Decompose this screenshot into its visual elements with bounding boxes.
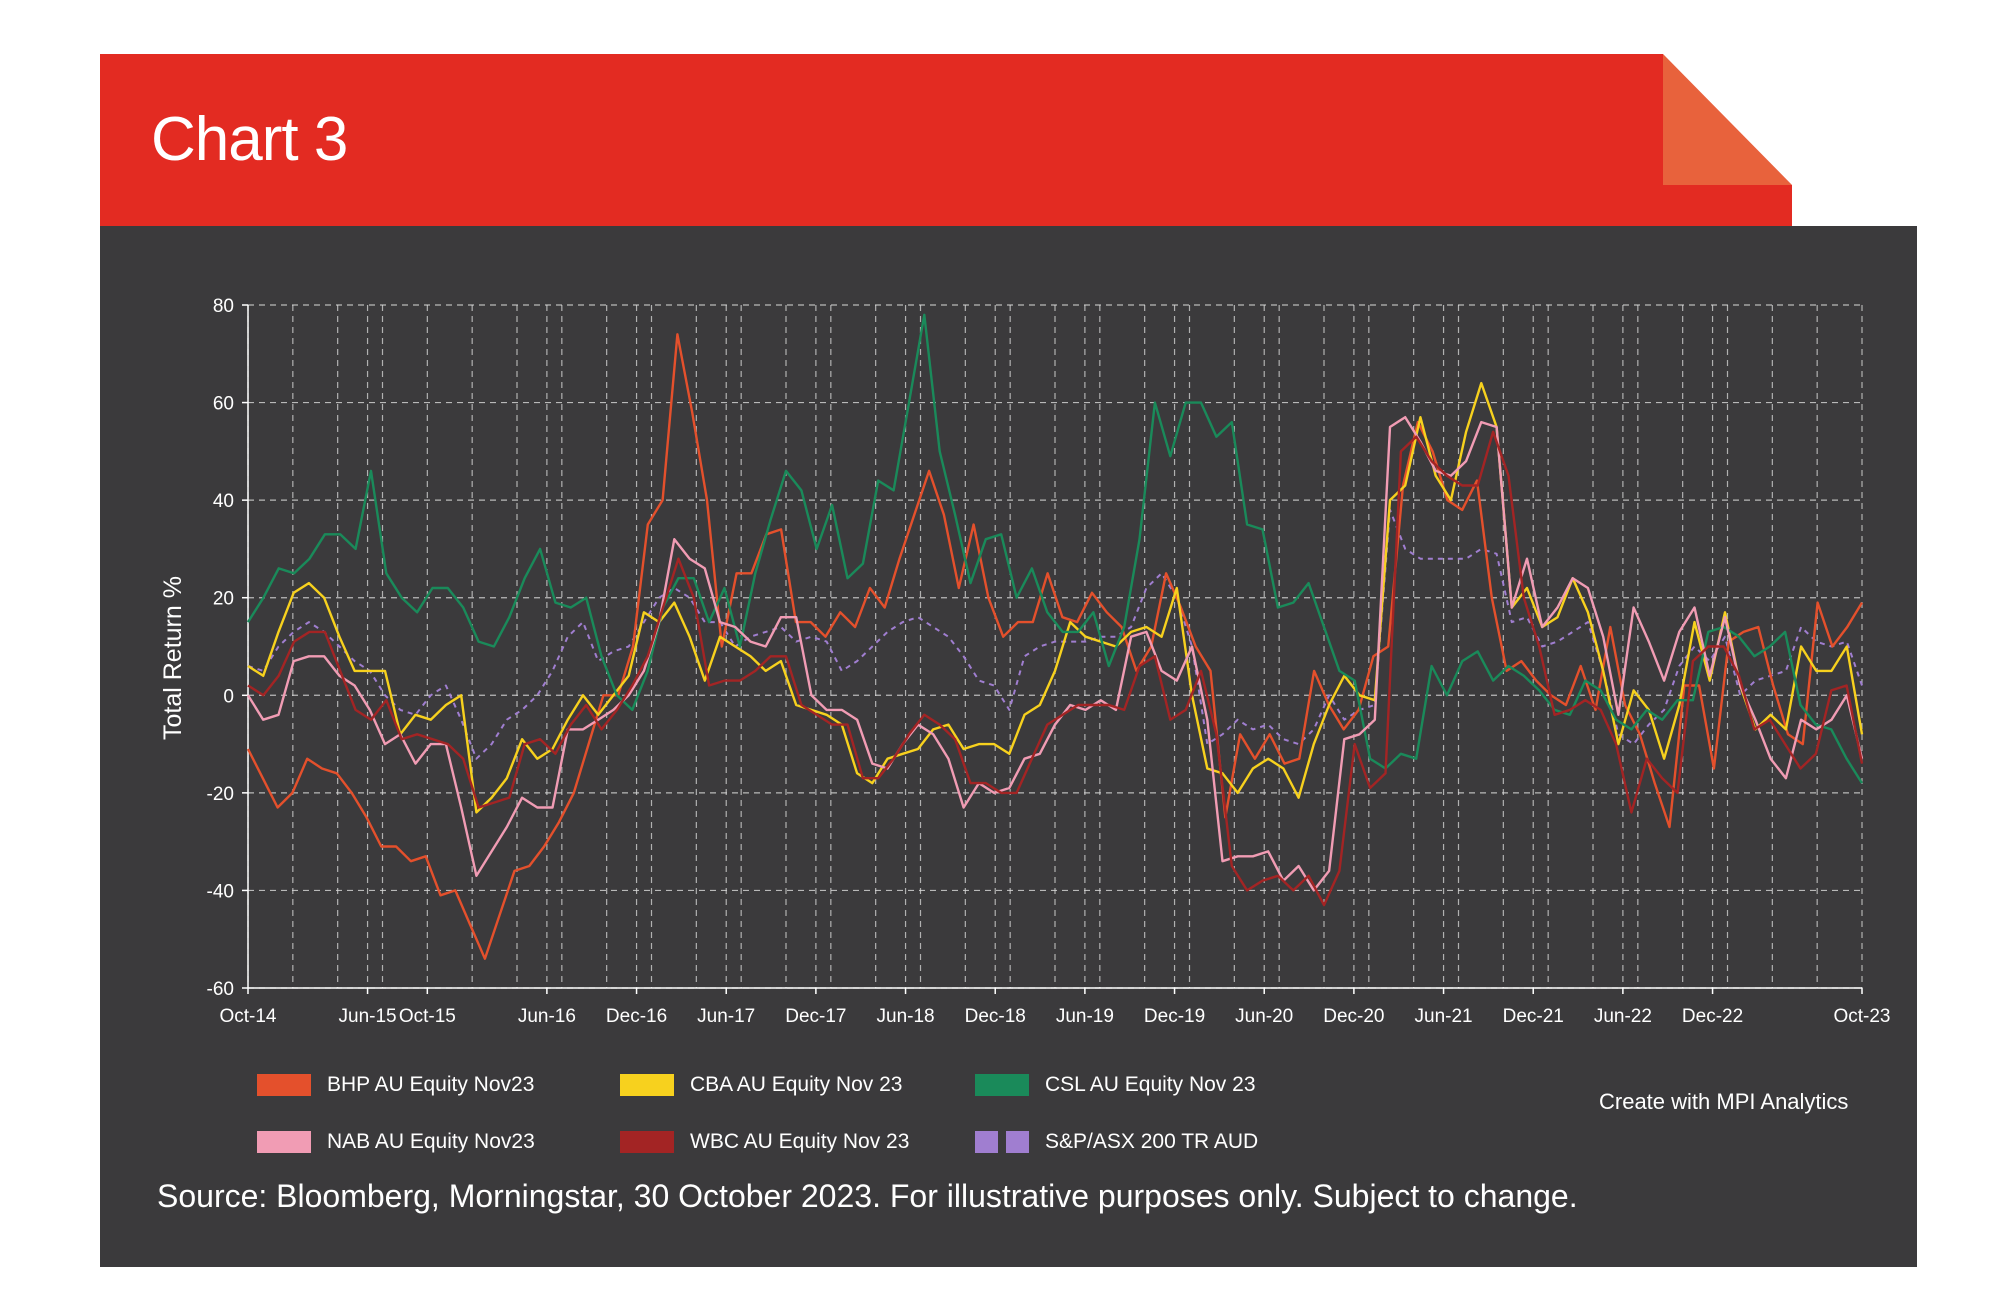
y-tick-label: 40 <box>213 491 234 512</box>
x-tick-label: Jun-19 <box>1056 1006 1114 1027</box>
x-tick-label: Jun-22 <box>1594 1006 1652 1027</box>
x-tick-label: Jun-21 <box>1415 1006 1473 1027</box>
legend-swatch <box>975 1074 1029 1096</box>
x-tick-label: Jun-17 <box>697 1006 755 1027</box>
x-tick-label: Dec-18 <box>965 1006 1026 1027</box>
y-tick-label: -60 <box>207 979 234 1000</box>
legend-item: WBC AU Equity Nov 23 <box>620 1127 909 1157</box>
series-line-wbc-au-equity-nov-23 <box>247 430 1864 907</box>
legend-item: NAB AU Equity Nov23 <box>257 1127 535 1157</box>
legend-swatch <box>975 1131 1029 1153</box>
y-tick-label: -20 <box>207 784 234 805</box>
legend-item: CSL AU Equity Nov 23 <box>975 1070 1256 1100</box>
legend-label: CSL AU Equity Nov 23 <box>1045 1073 1256 1096</box>
x-tick-label: Jun-18 <box>877 1006 935 1027</box>
x-tick-label: Jun-15 <box>339 1006 397 1027</box>
legend-swatch <box>257 1074 311 1096</box>
x-tick-label: Oct-23 <box>1833 1006 1890 1027</box>
legend-label: NAB AU Equity Nov23 <box>327 1130 535 1153</box>
legend-item: CBA AU Equity Nov 23 <box>620 1070 902 1100</box>
legend-label: WBC AU Equity Nov 23 <box>690 1130 910 1153</box>
y-axis-label: Total Return % <box>159 576 187 740</box>
source-note: Source: Bloomberg, Morningstar, 30 Octob… <box>157 1178 1578 1214</box>
series-line-cba-au-equity-nov-23 <box>247 381 1864 814</box>
series-line-csl-au-equity-nov-23 <box>246 313 1864 784</box>
credit-text: Create with MPI Analytics <box>1599 1089 1849 1114</box>
y-tick-label: 60 <box>213 394 234 415</box>
series-line-nab-au-equity-nov23 <box>246 416 1864 892</box>
x-tick-label: Dec-16 <box>606 1006 667 1027</box>
x-tick-label: Jun-20 <box>1235 1006 1293 1027</box>
x-tick-label: Dec-21 <box>1503 1006 1564 1027</box>
y-tick-label: -40 <box>207 881 234 902</box>
legend-label: BHP AU Equity Nov23 <box>327 1073 535 1096</box>
y-tick-label: 20 <box>213 589 234 610</box>
legend-swatch <box>620 1131 674 1153</box>
legend-item: S&P/ASX 200 TR AUD <box>975 1127 1258 1157</box>
legend-label: CBA AU Equity Nov 23 <box>690 1073 903 1096</box>
x-tick-label: Jun-16 <box>518 1006 576 1027</box>
x-tick-label: Oct-15 <box>399 1006 456 1027</box>
chart-header-bar <box>100 54 1792 226</box>
x-tick-label: Dec-22 <box>1682 1006 1743 1027</box>
legend-label: S&P/ASX 200 TR AUD <box>1045 1130 1259 1153</box>
legend-swatch <box>257 1131 311 1153</box>
y-tick-label: 0 <box>223 686 234 707</box>
folded-corner <box>1663 54 1792 185</box>
x-tick-label: Dec-20 <box>1323 1006 1384 1027</box>
series-line-bhp-au-equity-nov23 <box>246 333 1864 960</box>
chart-title: Chart 3 <box>151 105 348 174</box>
series-line-s-p-asx-200-tr-aud <box>247 508 1863 760</box>
x-tick-label: Dec-19 <box>1144 1006 1205 1027</box>
x-tick-label: Oct-14 <box>219 1006 276 1027</box>
y-tick-label: 80 <box>213 296 234 317</box>
legend-item: BHP AU Equity Nov23 <box>257 1070 534 1100</box>
x-tick-label: Dec-17 <box>785 1006 846 1027</box>
legend-swatch <box>620 1074 674 1096</box>
